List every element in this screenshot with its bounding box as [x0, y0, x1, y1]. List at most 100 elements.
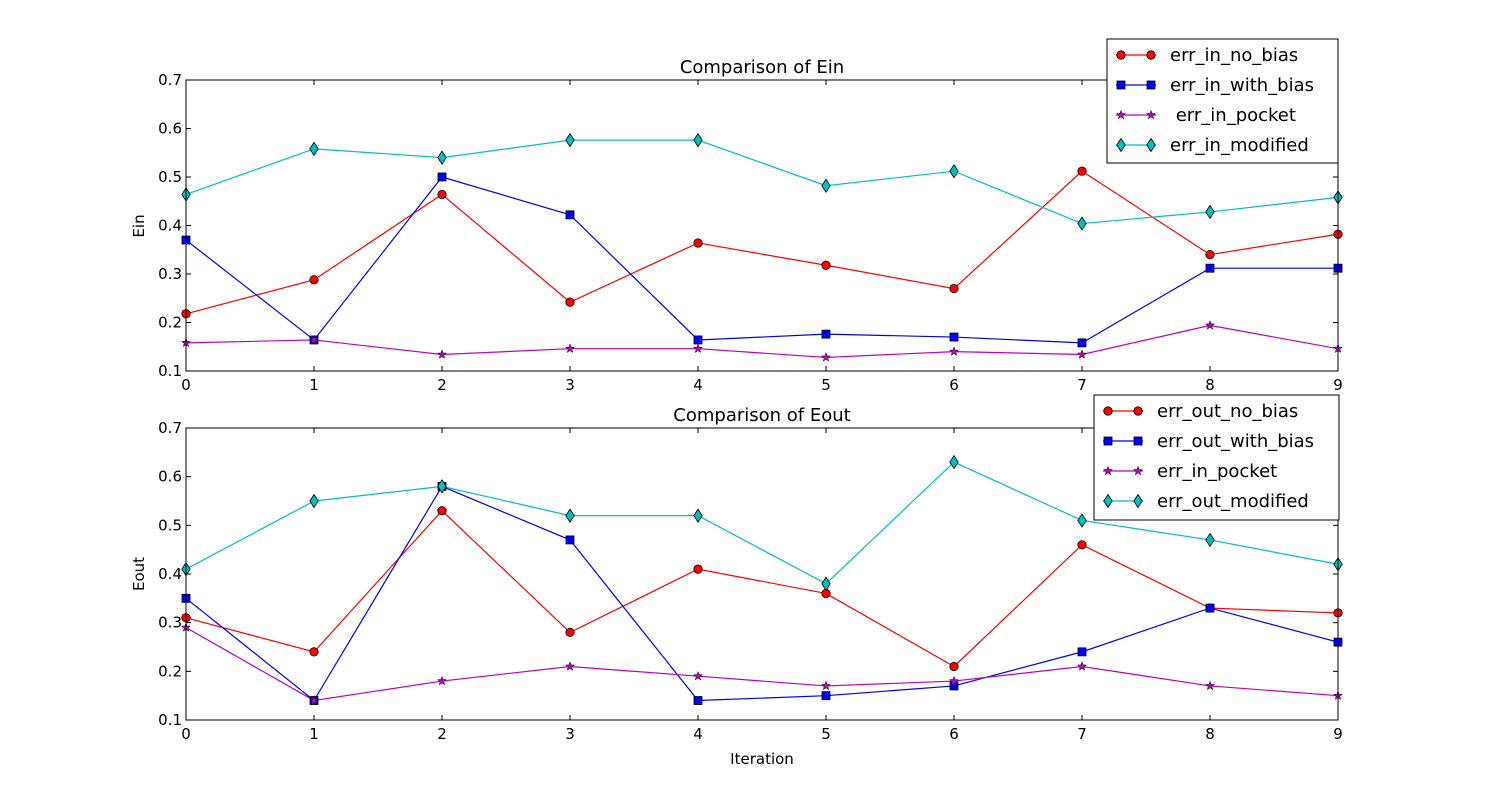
data-point-2-2	[436, 349, 448, 359]
data-point-2-3	[564, 343, 576, 353]
data-point-0-2	[437, 506, 447, 516]
y-tick-label: 0.5	[158, 516, 182, 534]
legend: err_out_no_bias err_out_with_bias err_in_p…	[1093, 394, 1340, 521]
x-tick-label: 1	[309, 725, 319, 743]
x-tick-label: 2	[437, 725, 447, 743]
series-line-0	[185, 509, 1339, 668]
data-point-1-4	[693, 335, 703, 345]
eout-chart: Comparison of Eout Eout Iteration 0 1 2 3 4 5…	[130, 394, 1344, 768]
y-tick-label: 0.7	[158, 71, 182, 89]
series-line-3	[185, 139, 1339, 225]
x-tick-label: 9	[1333, 376, 1343, 394]
y-tick-label: 0.5	[158, 168, 182, 186]
data-point-2-8	[1204, 320, 1216, 330]
legend-label: err_out_no_bias	[1157, 401, 1298, 422]
series-line-1	[185, 485, 1339, 702]
data-point-2-5	[820, 680, 832, 691]
legend-marker	[1116, 137, 1126, 153]
data-point-0-6	[949, 283, 959, 294]
legend-marker	[1146, 80, 1156, 90]
y-tick-label: 0.3	[158, 614, 182, 632]
x-tick-label: 0	[181, 725, 191, 743]
legend-label: err_in_pocket	[1157, 461, 1277, 482]
x-tick-label: 7	[1077, 725, 1087, 743]
data-point-2-2	[436, 675, 448, 686]
y-tick-label: 0.4	[158, 565, 182, 583]
legend-marker	[1133, 493, 1143, 509]
legend-marker	[1146, 50, 1156, 60]
chart-title: Comparison of Ein	[680, 57, 844, 78]
x-tick-label: 7	[1077, 376, 1087, 394]
x-tick-label: 3	[565, 725, 575, 743]
data-point-1-8	[1205, 263, 1215, 273]
legend-marker	[1115, 109, 1127, 120]
series-line-0	[185, 170, 1339, 315]
chart-title: Comparison of Eout	[673, 405, 850, 426]
y-axis-label: Ein	[130, 214, 148, 237]
data-point-3-1	[309, 141, 319, 157]
data-point-2-5	[820, 352, 832, 362]
y-tick-label: 0.6	[158, 468, 182, 486]
y-tick-label: 0.4	[158, 217, 182, 235]
data-point-3-6	[949, 454, 959, 470]
y-tick-label: 0.7	[158, 419, 182, 437]
data-point-0-2	[437, 189, 447, 200]
legend-marker	[1103, 406, 1113, 416]
data-point-1-7	[1077, 647, 1087, 657]
legend-marker	[1116, 80, 1126, 90]
legend-marker	[1103, 493, 1113, 509]
data-point-3-5	[821, 576, 831, 591]
x-tick-label: 0	[181, 376, 191, 394]
x-tick-label: 4	[693, 725, 703, 743]
data-point-3-7	[1077, 216, 1087, 231]
series-line-2	[185, 627, 1339, 702]
data-point-1-6	[949, 332, 959, 342]
legend-marker	[1132, 465, 1144, 476]
data-point-2-6	[948, 675, 960, 686]
legend-label: err_in_pocket	[1170, 105, 1296, 126]
y-tick-label: 0.1	[158, 362, 182, 380]
data-point-3-3	[565, 508, 575, 523]
data-point-1-3	[565, 210, 575, 220]
data-point-0-1	[309, 275, 319, 285]
legend-label: err_out_with_bias	[1157, 431, 1314, 452]
legend-box	[1106, 38, 1339, 164]
data-point-1-3	[565, 535, 575, 545]
y-tick-label: 0.1	[158, 711, 182, 729]
legend-marker	[1133, 436, 1143, 446]
x-tick-label: 8	[1205, 725, 1215, 743]
y-axis-label: Eout	[130, 557, 148, 591]
x-tick-label: 6	[949, 725, 959, 743]
x-tick-label: 4	[693, 376, 703, 394]
data-point-2-7	[1076, 661, 1088, 671]
data-point-3-5	[821, 178, 831, 193]
data-point-3-2	[437, 479, 447, 494]
data-point-1-5	[821, 691, 831, 701]
data-point-3-4	[693, 132, 703, 148]
y-tick-label: 0.2	[158, 662, 182, 680]
x-tick-label: 3	[565, 376, 575, 394]
data-point-0-5	[821, 260, 831, 270]
data-point-0-4	[693, 238, 703, 248]
data-point-1-5	[821, 329, 831, 339]
data-point-3-8	[1205, 204, 1215, 220]
y-tick-label: 0.2	[158, 314, 182, 332]
data-point-0-4	[693, 564, 703, 574]
legend-label: err_in_no_bias	[1170, 45, 1298, 66]
x-tick-label: 5	[821, 376, 831, 394]
data-point-2-7	[1076, 349, 1088, 359]
data-point-1-7	[1077, 338, 1087, 348]
x-tick-label: 1	[309, 376, 319, 394]
data-point-0-7	[1077, 166, 1087, 176]
data-point-3-6	[949, 163, 959, 179]
data-point-2-4	[692, 670, 704, 681]
data-point-2-1	[308, 334, 320, 345]
x-tick-label: 5	[821, 725, 831, 743]
legend-marker	[1102, 465, 1114, 476]
data-point-3-4	[693, 508, 703, 523]
legend-marker	[1116, 50, 1126, 60]
data-point-3-7	[1077, 513, 1087, 528]
legend-marker	[1133, 406, 1143, 416]
data-point-2-4	[692, 343, 704, 353]
data-point-0-3	[565, 297, 575, 307]
